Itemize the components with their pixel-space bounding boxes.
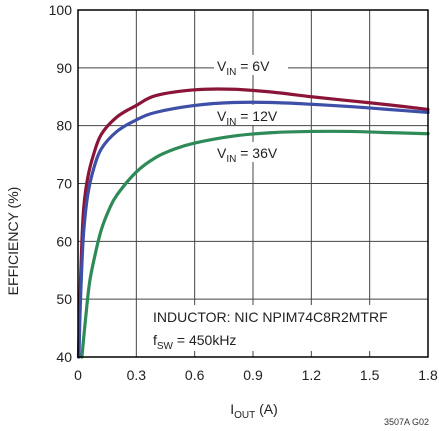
y-tick-label: 80 xyxy=(56,118,72,134)
svg-text:VIN = 6V: VIN = 6V xyxy=(217,58,270,78)
y-tick-label: 90 xyxy=(56,60,72,76)
x-tick-label: 1.8 xyxy=(418,367,438,383)
svg-text:VIN = 12V: VIN = 12V xyxy=(217,108,278,128)
x-tick-label: 0.3 xyxy=(127,367,147,383)
inductor-annotation: INDUCTOR: NIC NPIM74C8R2MTRF fSW = 450kH… xyxy=(150,305,426,352)
y-axis-label: EFFICIENCY (%) xyxy=(5,187,21,296)
plot-frame xyxy=(77,9,429,358)
series-line-vin-36v xyxy=(80,129,430,359)
series-layer xyxy=(76,87,430,359)
x-tick-label: 1.2 xyxy=(302,367,322,383)
series-line-vin-12v xyxy=(77,100,430,359)
y-tick-label: 70 xyxy=(56,176,72,192)
figure-id: 3507A G02 xyxy=(384,417,429,427)
inductor-annotation-line2: fSW = 450kHz xyxy=(153,332,236,352)
x-tick-label: 0.9 xyxy=(243,367,263,383)
y-tick-label: 100 xyxy=(49,2,73,18)
x-tick-label: 0.6 xyxy=(185,367,205,383)
x-axis-label: IOUT (A) xyxy=(230,401,278,421)
x-tick-labels: 0 0.3 0.6 0.9 1.2 1.5 1.8 xyxy=(74,367,438,383)
legend-label-36v: VIN = 36V xyxy=(214,142,292,165)
legend-label-12v: VIN = 12V xyxy=(214,105,292,128)
y-tick-label: 60 xyxy=(56,233,72,249)
x-tick-label: 0 xyxy=(74,367,82,383)
series-line-vin-6v xyxy=(76,87,430,359)
y-tick-label: 40 xyxy=(56,349,72,365)
y-tick-labels: 40 50 60 70 80 90 100 xyxy=(49,2,73,365)
svg-text:VIN = 36V: VIN = 36V xyxy=(217,145,278,165)
y-tick-label: 50 xyxy=(56,291,72,307)
legend-label-6v: VIN = 6V xyxy=(214,55,288,78)
inductor-annotation-line1: INDUCTOR: NIC NPIM74C8R2MTRF xyxy=(153,309,388,325)
x-tick-label: 1.5 xyxy=(360,367,380,383)
